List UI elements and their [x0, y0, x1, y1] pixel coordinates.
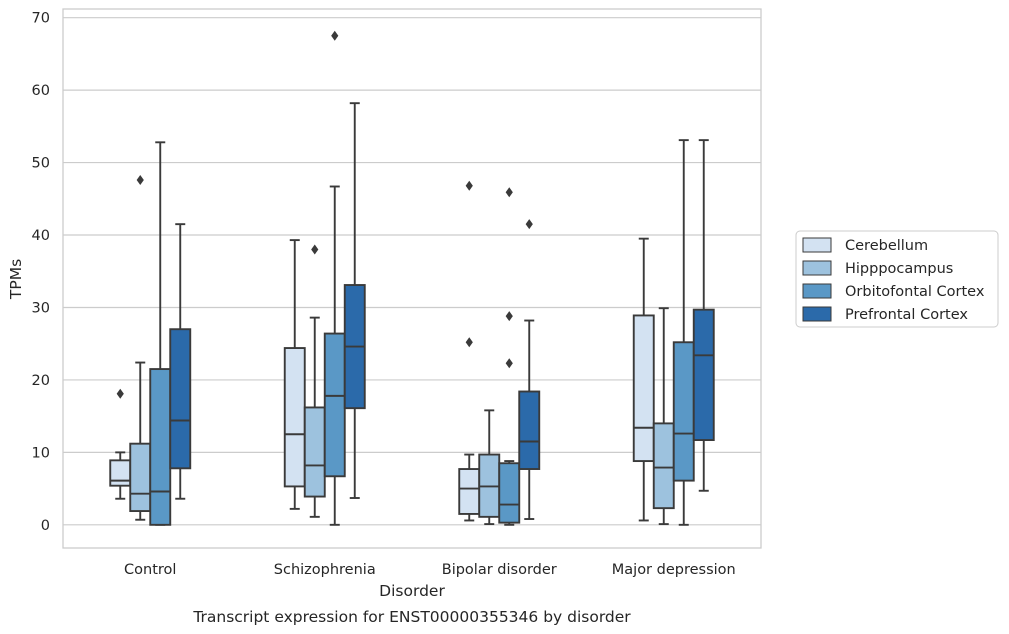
y-tick-label: 10 [32, 445, 50, 461]
y-tick-label: 60 [32, 83, 50, 99]
box [283, 239, 306, 510]
x-tick-labels: Control Schizophrenia Bipolar disorder Majo… [124, 562, 736, 578]
box-series [109, 30, 715, 526]
box-body [323, 332, 346, 478]
box [518, 219, 541, 520]
outlier-point [525, 219, 533, 230]
series-prefrontal-cortex [169, 102, 715, 520]
x-tick-label: Schizophrenia [274, 562, 376, 578]
outlier-point [331, 30, 339, 41]
box-body [129, 442, 152, 513]
x-tick-label: Bipolar disorder [442, 562, 557, 578]
outlier-point [465, 337, 473, 348]
legend-swatch [802, 306, 832, 322]
box [343, 102, 366, 499]
box [478, 409, 501, 526]
box-body [303, 406, 326, 498]
box [109, 388, 132, 500]
outlier-point [505, 187, 513, 198]
legend-frame [795, 230, 999, 328]
chart-caption: Transcript expression for ENST0000035534… [192, 608, 631, 626]
box [458, 180, 481, 522]
outlier-point [311, 244, 319, 255]
box-body [149, 368, 172, 526]
y-tick-labels: 0 10 20 30 40 50 60 70 [32, 11, 50, 534]
box [498, 187, 521, 526]
box-body [283, 347, 306, 488]
box [652, 307, 675, 526]
outlier-point [116, 388, 124, 399]
y-tick-label: 50 [32, 156, 50, 172]
x-tick-label: Major depression [612, 562, 736, 578]
y-tick-label: 20 [32, 373, 50, 389]
box-body [632, 314, 655, 463]
legend-label: Prefrontal Cortex [845, 307, 968, 323]
box-body [458, 468, 481, 515]
box [323, 30, 346, 526]
x-axis-label: Disorder [379, 582, 445, 600]
box-body [672, 341, 695, 482]
box-body [498, 462, 521, 524]
box [632, 237, 655, 522]
outlier-point [505, 311, 513, 322]
legend-label: Hipppocampus [845, 261, 953, 277]
box-body [652, 422, 675, 510]
series-cerebellum [109, 180, 655, 522]
box-body [692, 308, 715, 442]
y-tick-label: 0 [41, 518, 50, 534]
y-axis-label: TPMs [7, 259, 25, 300]
outlier-point [465, 180, 473, 191]
y-tick-label: 70 [32, 11, 50, 27]
series-hipppocampus [129, 174, 675, 526]
plot-frame [62, 8, 762, 549]
box [129, 174, 152, 521]
outlier-point [136, 174, 144, 185]
legend-swatch [802, 237, 832, 253]
x-tick-label: Control [124, 562, 176, 578]
legend-swatch [802, 283, 832, 299]
legend-label: Cerebellum [845, 238, 928, 254]
outlier-point [505, 358, 513, 369]
legend-swatch [802, 260, 832, 276]
y-tick-label: 30 [32, 300, 50, 316]
box-body [169, 328, 192, 470]
legend-label: Orbitofontal Cortex [845, 284, 985, 300]
box [672, 139, 695, 526]
box-body [109, 459, 132, 487]
box [169, 223, 192, 500]
box [692, 139, 715, 492]
y-tick-label: 40 [32, 228, 50, 244]
legend: Cerebellum Hipppocampus Orbitofontal Corte… [795, 230, 999, 328]
series-orbitofontal-cortex [149, 30, 695, 526]
box [303, 244, 326, 518]
box-body [518, 390, 541, 470]
box [149, 141, 172, 526]
